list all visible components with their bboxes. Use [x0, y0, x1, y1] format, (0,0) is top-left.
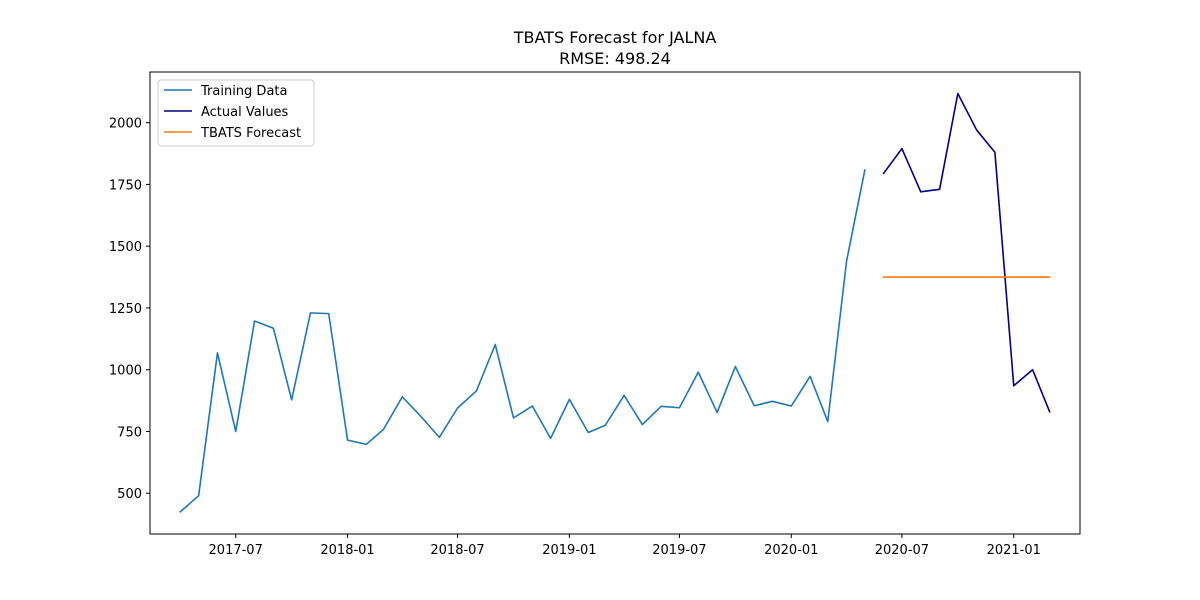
- x-tick-label: 2019-07: [652, 543, 706, 558]
- legend-label: Training Data: [200, 84, 287, 99]
- y-tick-label: 750: [117, 425, 142, 440]
- chart-title: TBATS Forecast for JALNA: [513, 28, 717, 47]
- y-tick-label: 500: [117, 487, 142, 502]
- chart-subtitle: RMSE: 498.24: [559, 49, 671, 68]
- legend-box: [157, 79, 315, 147]
- y-tick-label: 1250: [109, 302, 142, 317]
- y-tick-label: 1000: [109, 364, 142, 379]
- x-tick-label: 2018-01: [320, 543, 374, 558]
- y-axis: 500 750 1000 1250 1500 1750 2000: [109, 117, 150, 502]
- y-tick-label: 1500: [109, 240, 142, 255]
- legend: Training Data Actual Values TBATS Forecast: [157, 79, 315, 147]
- plot-area: [150, 72, 1080, 534]
- legend-label: TBATS Forecast: [200, 126, 301, 141]
- x-tick-label: 2018-07: [430, 543, 484, 558]
- x-tick-label: 2020-01: [764, 543, 818, 558]
- series-line-0: [179, 169, 866, 513]
- x-tick-label: 2019-01: [542, 543, 596, 558]
- y-tick-label: 2000: [109, 117, 142, 132]
- series-layer: [179, 92, 1051, 513]
- x-tick-label: 2021-01: [987, 543, 1041, 558]
- x-axis: 2017-07 2018-01 2018-07 2019-01 2019-07 2020-…: [209, 534, 1041, 558]
- legend-label: Actual Values: [201, 105, 289, 120]
- x-tick-label: 2017-07: [209, 543, 263, 558]
- plot-frame: [149, 71, 1081, 535]
- x-tick-label: 2020-07: [875, 543, 929, 558]
- y-tick-label: 1750: [109, 178, 142, 193]
- series-line-1: [882, 92, 1051, 413]
